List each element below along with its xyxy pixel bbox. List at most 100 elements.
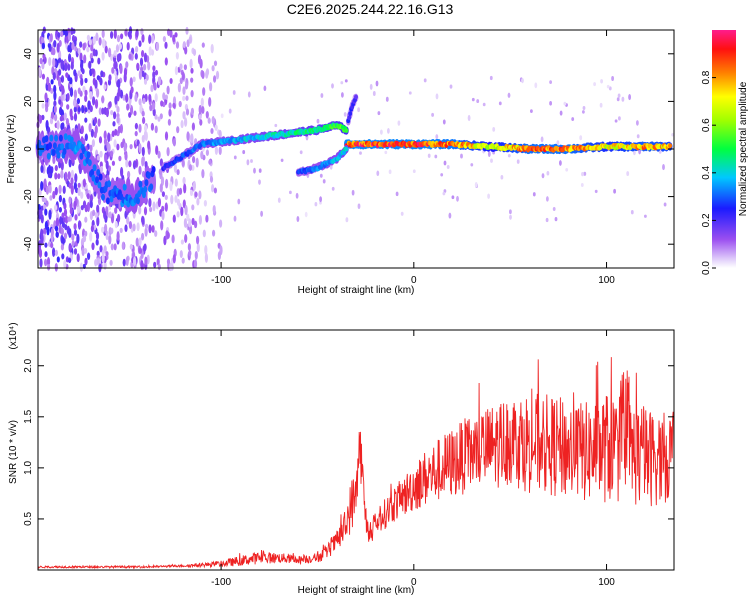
noise-blob xyxy=(61,85,65,95)
noise-blob xyxy=(99,77,103,86)
noise-blob xyxy=(220,113,224,119)
noise-blob xyxy=(180,239,184,245)
noise-blob xyxy=(128,160,132,168)
noise-blob xyxy=(141,156,145,167)
noise-blob xyxy=(611,75,614,82)
noise-blob xyxy=(215,70,220,80)
noise-blob xyxy=(209,175,214,183)
noise-blob xyxy=(54,249,59,256)
noise-blob xyxy=(115,44,120,53)
track-point xyxy=(136,197,140,205)
snr-series xyxy=(37,357,675,570)
noise-blob xyxy=(509,214,512,220)
track-point xyxy=(96,169,101,176)
noise-blob xyxy=(98,136,103,144)
noise-blob xyxy=(77,106,81,113)
noise-blob xyxy=(61,212,65,219)
noise-blob xyxy=(82,178,86,188)
noise-blob xyxy=(60,75,65,83)
noise-blob xyxy=(487,193,490,199)
noise-blob xyxy=(289,190,292,195)
noise-blob xyxy=(274,123,278,128)
noise-blob xyxy=(160,100,164,107)
noise-blob xyxy=(395,191,399,197)
noise-blob xyxy=(49,117,54,125)
noise-blob xyxy=(180,120,184,129)
noise-blob xyxy=(114,207,118,214)
noise-blob xyxy=(99,165,104,173)
noise-blob xyxy=(62,185,66,194)
noise-blob xyxy=(54,172,58,180)
noise-blob xyxy=(188,218,192,228)
noise-blob xyxy=(80,191,84,199)
noise-blob xyxy=(143,78,148,85)
noise-blob xyxy=(38,248,43,259)
noise-blob xyxy=(172,34,176,43)
noise-blob xyxy=(37,67,42,77)
noise-blob xyxy=(190,107,194,116)
noise-blob xyxy=(89,193,93,203)
noise-blob xyxy=(73,200,77,210)
noise-blob xyxy=(593,82,596,87)
noise-blob xyxy=(138,165,142,175)
noise-blob xyxy=(128,221,132,229)
track-point xyxy=(79,152,84,160)
noise-blob xyxy=(154,93,158,103)
noise-blob xyxy=(132,223,136,232)
noise-blob xyxy=(118,155,122,162)
noise-blob xyxy=(50,227,55,237)
spectrogram-y-ticks: -40 -20 0 20 40 xyxy=(23,48,674,251)
noise-blob xyxy=(132,76,136,83)
noise-blob xyxy=(66,92,70,102)
noise-blob xyxy=(82,85,86,93)
noise-blob xyxy=(88,122,92,133)
noise-blob xyxy=(44,251,48,258)
x-tick-label: -100 xyxy=(211,577,231,588)
noise-blob xyxy=(89,200,93,209)
noise-blob xyxy=(58,206,63,213)
track-point xyxy=(144,179,149,187)
noise-blob xyxy=(150,84,154,93)
noise-blob xyxy=(57,173,61,180)
track-point xyxy=(97,181,102,189)
noise-blob xyxy=(52,190,56,200)
noise-blob xyxy=(280,158,284,162)
spectrogram-y-label: Frequency (Hz) xyxy=(6,115,17,184)
noise-blob xyxy=(102,38,106,49)
noise-blob xyxy=(83,54,87,64)
noise-blob xyxy=(188,250,192,257)
noise-blob xyxy=(122,94,126,101)
chart-title: C2E6.2025.244.22.16.G13 xyxy=(287,1,454,17)
noise-blob xyxy=(357,107,360,113)
noise-blob xyxy=(357,203,361,210)
noise-blob xyxy=(183,218,187,228)
noise-blob xyxy=(184,46,188,55)
noise-blob xyxy=(78,220,82,229)
noise-blob xyxy=(202,87,206,96)
noise-blob xyxy=(443,160,447,166)
noise-blob xyxy=(74,46,78,52)
noise-blob xyxy=(54,113,58,122)
noise-blob xyxy=(153,261,157,268)
noise-blob xyxy=(69,77,73,85)
noise-blob xyxy=(39,57,43,65)
noise-blob xyxy=(600,79,603,84)
noise-blob xyxy=(168,102,172,110)
noise-blob xyxy=(201,42,205,48)
noise-blob xyxy=(159,113,163,120)
noise-blob xyxy=(128,26,133,36)
noise-blob xyxy=(127,170,131,179)
noise-blob xyxy=(199,119,203,126)
noise-blob xyxy=(54,164,58,172)
noise-blob xyxy=(369,83,373,90)
noise-blob xyxy=(40,214,44,224)
noise-blob xyxy=(61,253,65,260)
noise-blob xyxy=(152,65,156,72)
noise-blob xyxy=(110,31,114,39)
noise-blob xyxy=(73,89,77,100)
track-point xyxy=(48,142,52,150)
noise-blob xyxy=(175,52,179,60)
noise-blob xyxy=(372,91,376,96)
noise-blob xyxy=(214,124,218,131)
noise-blob xyxy=(157,197,161,208)
